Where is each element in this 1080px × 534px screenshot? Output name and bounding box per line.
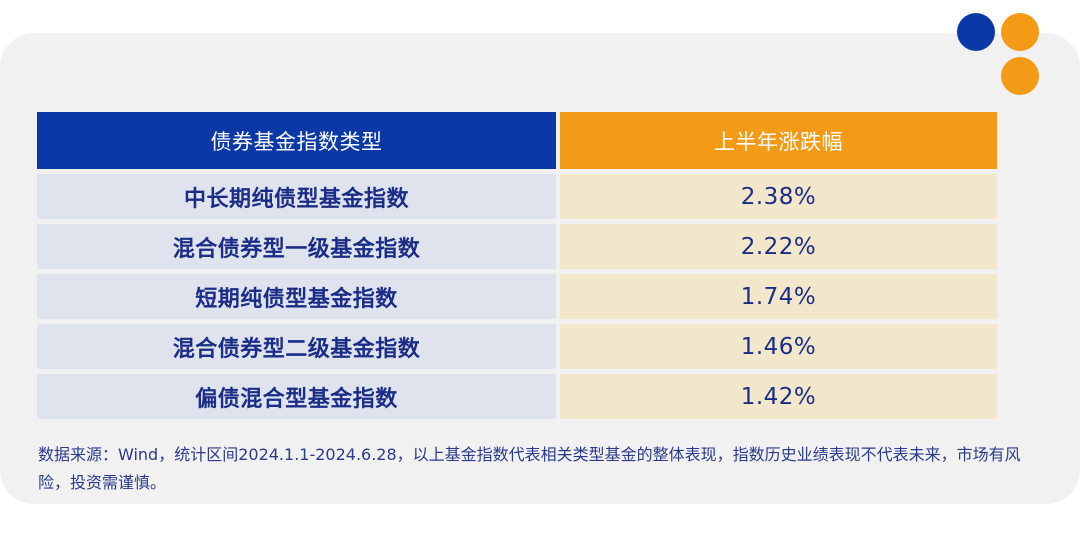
- index-name-cell: 混合债券型二级基金指数: [37, 324, 556, 369]
- orange-dot-decoration: [1001, 57, 1039, 95]
- change-value-cell: 1.74%: [560, 274, 997, 319]
- change-value-cell: 1.46%: [560, 324, 997, 369]
- index-name-cell: 混合债券型一级基金指数: [37, 224, 556, 269]
- blue-dot-decoration: [957, 13, 995, 51]
- table-row: 偏债混合型基金指数 1.42%: [37, 374, 997, 419]
- index-name-cell: 短期纯债型基金指数: [37, 274, 556, 319]
- index-name-cell: 中长期纯债型基金指数: [37, 174, 556, 219]
- header-index-type: 债券基金指数类型: [37, 112, 556, 169]
- change-value-cell: 2.22%: [560, 224, 997, 269]
- header-h1-change: 上半年涨跌幅: [560, 112, 997, 169]
- table-header-row: 债券基金指数类型 上半年涨跌幅: [37, 112, 997, 169]
- data-source-footnote: 数据来源：Wind，统计区间2024.1.1-2024.6.28，以上基金指数代…: [38, 445, 1021, 492]
- bond-fund-index-table: 债券基金指数类型 上半年涨跌幅 中长期纯债型基金指数 2.38% 混合债券型一级…: [37, 112, 997, 424]
- table-row: 混合债券型一级基金指数 2.22%: [37, 224, 997, 269]
- change-value-cell: 2.38%: [560, 174, 997, 219]
- table-row: 中长期纯债型基金指数 2.38%: [37, 174, 997, 219]
- change-value-cell: 1.42%: [560, 374, 997, 419]
- index-name-cell: 偏债混合型基金指数: [37, 374, 556, 419]
- table-row: 混合债券型二级基金指数 1.46%: [37, 324, 997, 369]
- orange-dot-decoration: [1001, 13, 1039, 51]
- table-row: 短期纯债型基金指数 1.74%: [37, 274, 997, 319]
